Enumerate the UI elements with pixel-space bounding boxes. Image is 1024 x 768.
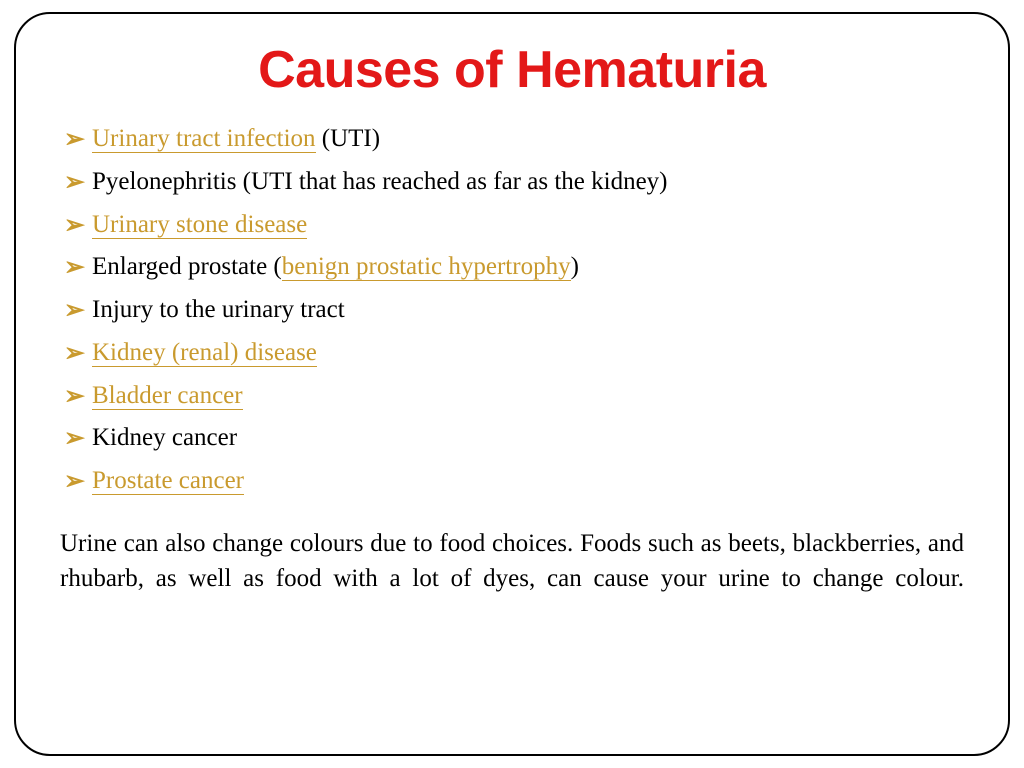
hyperlink[interactable]: Urinary tract infection (92, 125, 316, 153)
text-run: Injury to the urinary tract (92, 296, 345, 323)
list-item: ➢Injury to the urinary tract (64, 293, 964, 327)
chevron-right-icon: ➢ (64, 166, 86, 200)
list-item: ➢Urinary stone disease (64, 208, 964, 242)
text-run: (UTI) (316, 125, 381, 152)
chevron-right-icon: ➢ (64, 422, 86, 456)
list-item: ➢Prostate cancer (64, 464, 964, 498)
chevron-right-icon: ➢ (64, 465, 86, 499)
list-item-text: Pyelonephritis (UTI that has reached as … (92, 165, 964, 199)
chevron-right-icon: ➢ (64, 294, 86, 328)
page-title: Causes of Hematuria (60, 40, 964, 100)
list-item: ➢Pyelonephritis (UTI that has reached as… (64, 165, 964, 199)
text-run: Enlarged prostate ( (92, 253, 282, 280)
list-item-text: Kidney (renal) disease (92, 336, 964, 370)
hyperlink[interactable]: Urinary stone disease (92, 211, 307, 239)
body-paragraph: Urine can also change colours due to foo… (60, 526, 964, 597)
list-item-text: Kidney cancer (92, 421, 964, 455)
chevron-right-icon: ➢ (64, 123, 86, 157)
bullet-list: ➢Urinary tract infection (UTI)➢Pyeloneph… (64, 122, 964, 498)
list-item-text: Enlarged prostate (benign prostatic hype… (92, 250, 964, 284)
list-item: ➢Bladder cancer (64, 379, 964, 413)
list-item-text: Injury to the urinary tract (92, 293, 964, 327)
list-item: ➢Kidney (renal) disease (64, 336, 964, 370)
chevron-right-icon: ➢ (64, 209, 86, 243)
list-item-text: Prostate cancer (92, 464, 964, 498)
hyperlink[interactable]: Bladder cancer (92, 382, 243, 410)
slide-frame: Causes of Hematuria ➢Urinary tract infec… (14, 12, 1010, 756)
hyperlink[interactable]: Prostate cancer (92, 467, 244, 495)
list-item-text: Urinary tract infection (UTI) (92, 122, 964, 156)
list-item-text: Urinary stone disease (92, 208, 964, 242)
chevron-right-icon: ➢ (64, 251, 86, 285)
text-run: Pyelonephritis (UTI that has reached as … (92, 168, 668, 195)
text-run: ) (571, 253, 579, 280)
list-item: ➢Urinary tract infection (UTI) (64, 122, 964, 156)
chevron-right-icon: ➢ (64, 337, 86, 371)
text-run: Kidney cancer (92, 424, 237, 451)
list-item-text: Bladder cancer (92, 379, 964, 413)
hyperlink[interactable]: Kidney (renal) disease (92, 339, 317, 367)
list-item: ➢Enlarged prostate (benign prostatic hyp… (64, 250, 964, 284)
list-item: ➢Kidney cancer (64, 421, 964, 455)
chevron-right-icon: ➢ (64, 380, 86, 414)
hyperlink[interactable]: benign prostatic hypertrophy (282, 253, 571, 281)
